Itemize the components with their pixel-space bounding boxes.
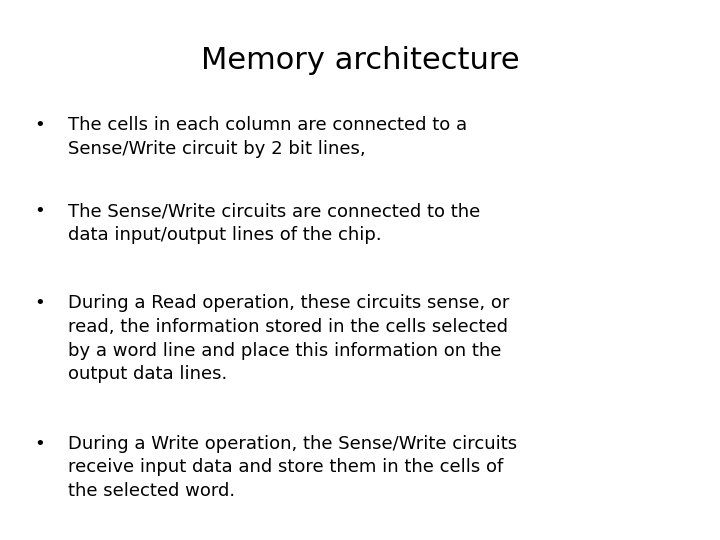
Text: •: • bbox=[35, 435, 45, 453]
Text: The Sense/Write circuits are connected to the
data input/output lines of the chi: The Sense/Write circuits are connected t… bbox=[68, 202, 481, 244]
Text: •: • bbox=[35, 116, 45, 134]
Text: The cells in each column are connected to a
Sense/Write circuit by 2 bit lines,: The cells in each column are connected t… bbox=[68, 116, 467, 158]
Text: •: • bbox=[35, 202, 45, 220]
Text: Memory architecture: Memory architecture bbox=[201, 46, 519, 75]
Text: •: • bbox=[35, 294, 45, 312]
Text: During a Write operation, the Sense/Write circuits
receive input data and store : During a Write operation, the Sense/Writ… bbox=[68, 435, 518, 500]
Text: During a Read operation, these circuits sense, or
read, the information stored i: During a Read operation, these circuits … bbox=[68, 294, 510, 383]
